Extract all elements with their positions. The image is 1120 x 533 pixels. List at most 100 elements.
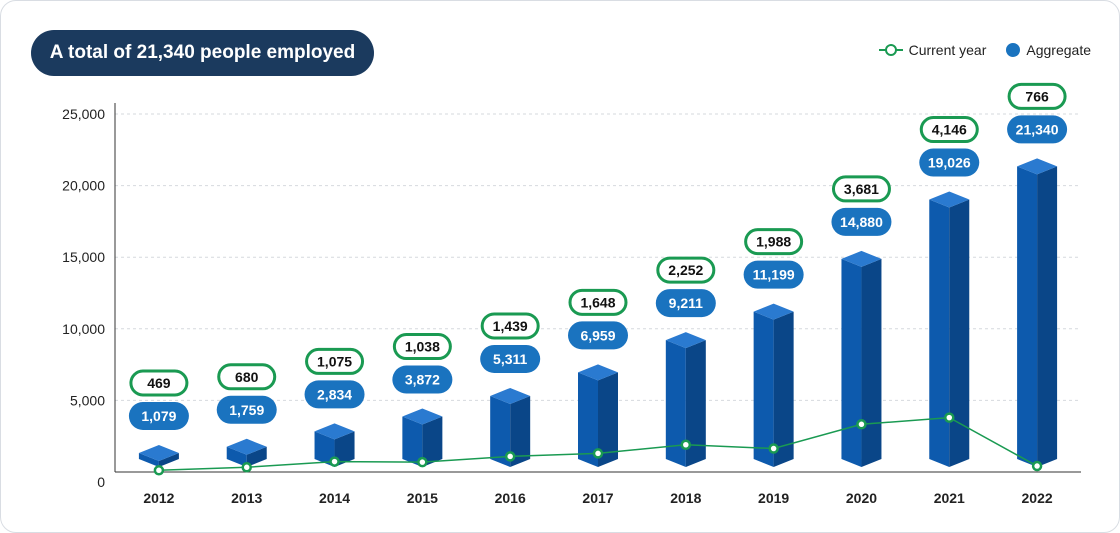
bar-top-face [578,364,618,381]
current-year-label-pill [305,347,365,375]
legend-item-aggregate: Aggregate [1006,42,1091,58]
x-tick-label: 2020 [846,490,877,506]
legend: Current year Aggregate [859,42,1091,58]
current-year-label-pill [568,288,628,316]
current-year-value-label: 680 [235,369,259,385]
bar-top-face [1017,158,1058,175]
bar-front-face [138,453,159,467]
aggregate-value-label: 5,311 [493,351,527,367]
bar-front-face [1017,166,1038,467]
aggregate-label-pill [655,289,716,318]
current-year-point [768,443,779,454]
x-tick-label: 2016 [495,490,526,506]
y-tick-label: 15,000 [62,249,105,265]
circle-marker-icon [1006,43,1021,57]
current-year-label-pill [744,228,804,256]
aggregate-value-label: 6,959 [580,327,615,343]
current-year-value-label: 469 [147,375,171,391]
bar-front-face [841,258,862,467]
x-tick-label: 2019 [758,490,789,506]
aggregate-value-label: 19,026 [928,155,971,171]
bar-front-face [753,311,774,467]
aggregate-label-pill [480,344,541,373]
current-year-point [241,462,252,473]
bar-side-face [949,199,970,468]
aggregate-value-label: 1,759 [229,402,264,418]
current-year-value-label: 766 [1025,88,1049,104]
current-year-value-label: 1,075 [317,353,352,369]
bar-side-face [510,395,531,467]
x-tick-label: 2015 [407,490,438,506]
current-year-value-label: 4,146 [932,122,967,138]
bar-side-face [422,416,443,467]
bar-side-face [334,431,355,467]
current-year-value-label: 1,038 [405,339,440,355]
aggregate-label-pill [919,148,980,177]
aggregate-label-pill [216,395,277,424]
bar-front-face [665,340,686,467]
bar-front-face [929,199,950,468]
bar-front-face [314,431,335,467]
chart-title: A total of 21,340 people employed [31,30,374,76]
current-year-value-label: 1,439 [493,318,528,334]
current-year-label-pill [919,116,979,144]
current-year-label-pill [392,333,452,361]
current-year-value-label: 2,252 [668,262,703,278]
aggregate-label-pill [392,365,453,394]
current-year-value-label: 3,681 [844,181,879,197]
bar-top-face [226,438,267,455]
current-year-label-pill [1007,82,1067,110]
line-marker-icon [878,43,903,57]
bar-front-face [578,372,598,467]
bar-top-face [929,191,970,208]
x-tick-label: 2018 [670,490,701,506]
aggregate-value-label: 2,834 [317,386,352,402]
bar-top-face [841,250,882,267]
aggregate-label-pill [1007,115,1068,144]
current-year-label-pill [217,363,277,391]
x-tick-label: 2021 [934,490,965,506]
current-year-value-label: 1,648 [580,294,615,310]
bar-side-face [158,453,179,467]
x-tick-label: 2012 [143,490,174,506]
y-tick-label: 10,000 [62,321,105,337]
x-tick-label: 2013 [231,490,262,506]
bar-top-face [138,445,179,461]
current-year-point [592,448,604,459]
aggregate-label-pill [743,260,804,289]
bar-front-face [402,416,423,467]
x-tick-label: 2017 [582,490,613,506]
bar-top-face [753,303,794,320]
y-tick-label: 5,000 [70,392,105,408]
bar-side-face [685,340,706,467]
bar-side-face [1037,166,1058,467]
current-year-point [680,439,692,451]
bar-side-face [773,311,794,467]
legend-item-current-year: Current year [878,42,987,58]
aggregate-value-label: 1,079 [141,408,176,424]
bar-front-face [226,446,247,467]
bar-side-face [246,446,267,467]
y-tick-label: 25,000 [62,106,105,122]
bar-side-face [861,258,882,467]
bar-top-face [314,423,355,440]
current-year-point [944,412,955,423]
x-tick-label: 2022 [1022,490,1053,506]
legend-label-current-year: Current year [908,42,987,58]
current-year-point [1031,460,1043,472]
current-year-point [856,419,867,430]
current-year-point [153,465,165,476]
legend-label-aggregate: Aggregate [1026,42,1091,58]
aggregate-value-label: 9,211 [669,295,703,311]
bar-top-face [490,387,531,404]
current-year-label-pill [480,312,540,340]
aggregate-label-pill [304,380,365,409]
aggregate-label-pill [128,402,189,430]
current-year-point [329,456,340,467]
current-year-label-pill [129,369,189,397]
x-tick-label: 2014 [319,490,350,506]
y-tick-label: 20,000 [62,178,105,194]
bar-side-face [598,372,618,467]
